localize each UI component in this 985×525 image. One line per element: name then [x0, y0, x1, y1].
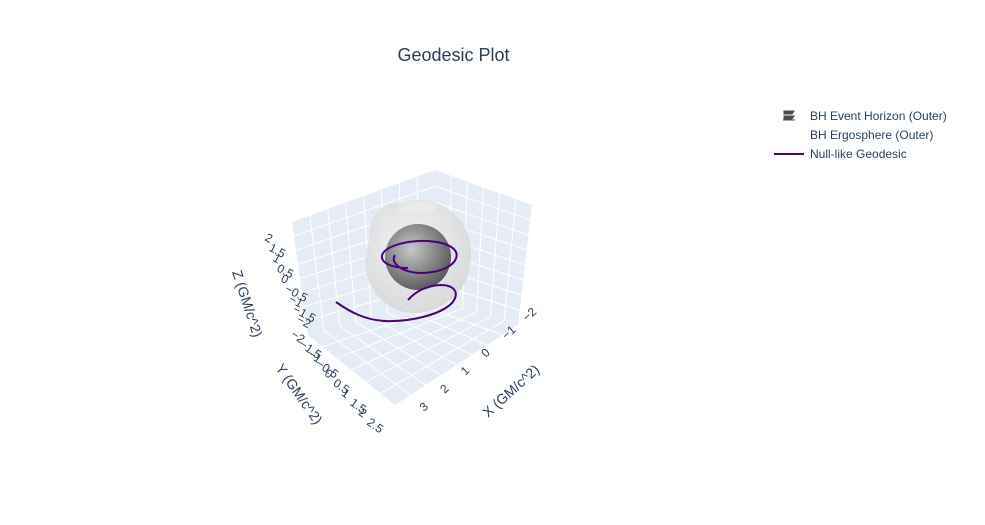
legend: BH Event Horizon (Outer) BH Ergosphere (… — [774, 106, 947, 163]
ergosphere-lobe-top — [398, 201, 438, 215]
grid-line — [323, 330, 411, 396]
surface-swatch-icon — [774, 109, 804, 123]
line-swatch-icon — [774, 147, 804, 161]
grid-line — [371, 317, 457, 366]
surface-swatch-icon — [774, 128, 804, 142]
legend-label: BH Ergosphere (Outer) — [810, 127, 934, 142]
grid-line — [434, 185, 531, 221]
legend-item-event-horizon[interactable]: BH Event Horizon (Outer) — [774, 106, 947, 125]
grid-line — [339, 325, 427, 386]
legend-label: BH Event Horizon (Outer) — [810, 108, 947, 123]
grid-line — [403, 308, 488, 346]
x-tick-label: −2 — [520, 304, 540, 324]
z-axis-title: Z (GM/c^2) — [229, 268, 266, 339]
z-tick-label: 1.5 — [267, 241, 289, 261]
z-tick-label: −2 — [295, 312, 314, 331]
floor — [308, 300, 518, 405]
z-tick-label: 0.5 — [275, 261, 297, 281]
x-tick-label: 2 — [437, 381, 452, 396]
y-tick-label: 2.5 — [364, 415, 386, 436]
legend-label: Null-like Geodesic — [810, 146, 907, 161]
x-axis-title: X (GM/c^2) — [479, 361, 542, 420]
event-horizon-body — [385, 224, 451, 290]
grid-line — [434, 202, 529, 236]
geodesic-curve — [335, 239, 458, 323]
z-tick-label: −1 — [287, 292, 306, 311]
event-horizon-sphere — [385, 224, 451, 290]
grid-line — [293, 185, 436, 237]
chart-title: Geodesic Plot — [397, 45, 510, 65]
x-tick-label: 3 — [417, 399, 432, 414]
grid-line — [355, 321, 442, 376]
x-tick-label: 0 — [478, 345, 493, 360]
legend-item-ergosphere[interactable]: BH Ergosphere (Outer) — [774, 125, 947, 144]
legend-item-geodesic[interactable]: Null-like Geodesic — [774, 144, 947, 163]
x-tick-label: 1 — [458, 363, 473, 378]
